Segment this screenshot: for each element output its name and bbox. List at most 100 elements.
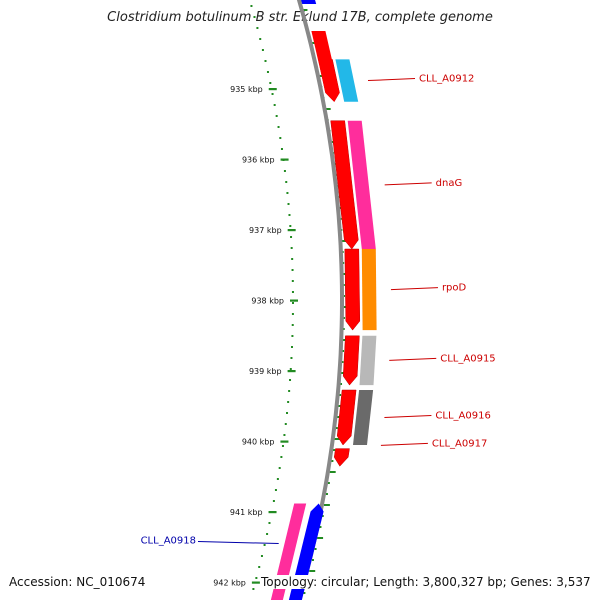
guide-dot <box>264 60 267 62</box>
tick-mark <box>289 299 298 302</box>
guide-dot <box>291 258 294 260</box>
tick-label: 938 kbp <box>251 297 284 306</box>
guide-dot <box>309 570 316 572</box>
guide-dot <box>281 445 284 447</box>
guide-dot <box>286 412 289 414</box>
guide-dot <box>271 93 274 95</box>
tick-mark <box>251 581 260 584</box>
guide-dot <box>311 559 314 561</box>
guide-dot <box>290 236 293 238</box>
guide-dot <box>291 280 294 282</box>
cds-arrow <box>344 248 361 331</box>
guide-dot <box>274 489 277 491</box>
guide-dot <box>342 317 345 319</box>
guide-dot <box>290 346 293 348</box>
tick-label: 940 kbp <box>242 438 275 447</box>
gene-block <box>335 59 359 102</box>
tick-label: 942 kbp <box>213 579 246 588</box>
guide-dot <box>319 526 322 528</box>
guide-dot <box>289 379 292 381</box>
guide-dot <box>291 269 294 271</box>
guide-dot <box>280 148 283 150</box>
reverse-cds-arrow <box>301 0 317 4</box>
gene-label: CLL_A0912 <box>419 74 474 85</box>
guide-dot <box>335 427 338 429</box>
guide-dot <box>291 324 294 326</box>
guide-dot <box>327 482 330 484</box>
guide-dot <box>332 449 335 451</box>
guide-dot <box>289 368 292 370</box>
guide-dot <box>275 115 278 117</box>
guide-dot <box>342 328 345 330</box>
tick-label: 939 kbp <box>249 367 282 376</box>
guide-dot <box>310 42 317 44</box>
guide-dot <box>261 49 264 51</box>
guide-dot <box>255 577 258 579</box>
gene-label-leader <box>367 78 416 82</box>
guide-dot <box>266 71 269 73</box>
guide-dot <box>323 504 330 506</box>
guide-dot <box>272 500 275 502</box>
guide-dot <box>317 75 324 77</box>
genome-backbone <box>296 0 344 600</box>
scale-ticks: 935 kbp 936 kbp 937 kbp 938 kbp 939 kbp 940 k… <box>213 85 298 588</box>
gene-label: CLL_A0916 <box>435 411 490 422</box>
cds-arrow <box>342 335 360 386</box>
guide-dot <box>290 247 293 249</box>
guide-dot <box>278 467 281 469</box>
guide-dot <box>290 357 293 359</box>
gene-block <box>359 335 377 386</box>
tick-mark <box>287 229 296 232</box>
guide-dot <box>263 544 266 546</box>
tick-mark <box>280 158 289 161</box>
gene-label-leader <box>384 182 432 186</box>
guide-dot <box>280 456 283 458</box>
gene-block <box>361 249 377 331</box>
guide-dot <box>259 38 262 40</box>
guide-dot <box>339 394 342 396</box>
guide-dot <box>250 5 253 7</box>
guide-dot <box>324 108 331 110</box>
gene-labels: CLL_A0912 dnaG rpoD CLL_A0915 CLL_A0916 CLL_A… <box>141 74 496 547</box>
guide-dot <box>331 460 334 462</box>
tick-label: 935 kbp <box>230 85 263 94</box>
gene-label: dnaG <box>436 178 463 189</box>
guide-dot <box>291 302 294 304</box>
guide-dot <box>269 82 272 84</box>
gene-label: CLL_A0915 <box>440 353 495 364</box>
cds-arrow <box>311 31 340 102</box>
guide-dot <box>283 434 286 436</box>
tick-label: 937 kbp <box>249 226 282 235</box>
guide-dot <box>279 137 282 139</box>
guide-dot <box>252 588 255 590</box>
tick-mark <box>268 88 277 91</box>
gene-block <box>347 120 376 249</box>
tick-mark <box>287 370 296 373</box>
backbone-line <box>296 0 344 600</box>
gene-label: CLL_A0917 <box>432 438 487 449</box>
cds-arrow <box>333 448 350 467</box>
gene-label: rpoD <box>442 283 467 294</box>
guide-dot <box>273 104 276 106</box>
gene-block <box>353 390 374 445</box>
gene-label-leader <box>384 415 432 419</box>
guide-dot <box>284 423 287 425</box>
guide-dot <box>341 350 344 352</box>
gene-track <box>270 59 377 600</box>
gene-label-leader <box>197 541 279 545</box>
guide-dot <box>256 27 259 29</box>
gene-label-leader <box>389 357 437 361</box>
guide-dot <box>268 522 271 524</box>
cds-arrow <box>336 389 357 446</box>
accession-text: Accession: NC_010674 <box>9 575 146 589</box>
guide-dot <box>291 335 294 337</box>
tick-label: 941 kbp <box>230 508 263 517</box>
guide-dot <box>287 401 290 403</box>
guide-dot <box>301 9 308 11</box>
guide-dot <box>287 203 290 205</box>
guide-dot <box>321 515 324 517</box>
tick-mark <box>268 511 277 514</box>
guide-dot <box>266 533 269 535</box>
